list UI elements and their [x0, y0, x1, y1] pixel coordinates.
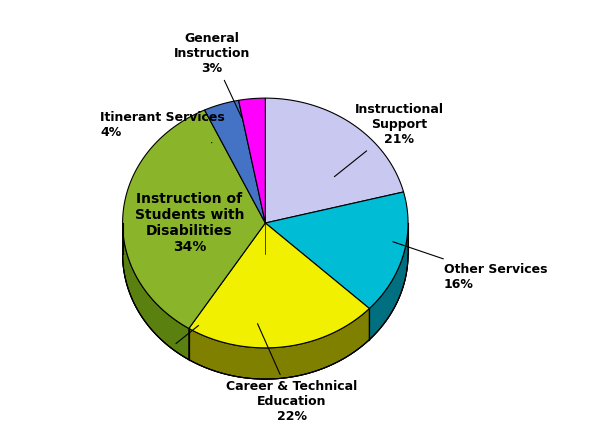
Polygon shape [189, 223, 370, 348]
Text: Instructional
Support
21%: Instructional Support 21% [334, 103, 444, 177]
Text: Career & Technical
Education
22%: Career & Technical Education 22% [226, 324, 358, 423]
Polygon shape [265, 192, 408, 309]
Polygon shape [370, 223, 408, 340]
Polygon shape [238, 98, 265, 223]
Text: Itinerant Services
4%: Itinerant Services 4% [101, 111, 225, 143]
Text: Instruction of
Students with
Disabilities
34%: Instruction of Students with Disabilitie… [135, 192, 244, 254]
Polygon shape [123, 225, 189, 359]
Polygon shape [205, 100, 265, 223]
Text: Other Services
16%: Other Services 16% [393, 242, 547, 290]
Polygon shape [123, 110, 265, 328]
Polygon shape [265, 98, 403, 223]
Text: General
Instruction
3%: General Instruction 3% [173, 32, 250, 118]
Polygon shape [189, 309, 370, 379]
